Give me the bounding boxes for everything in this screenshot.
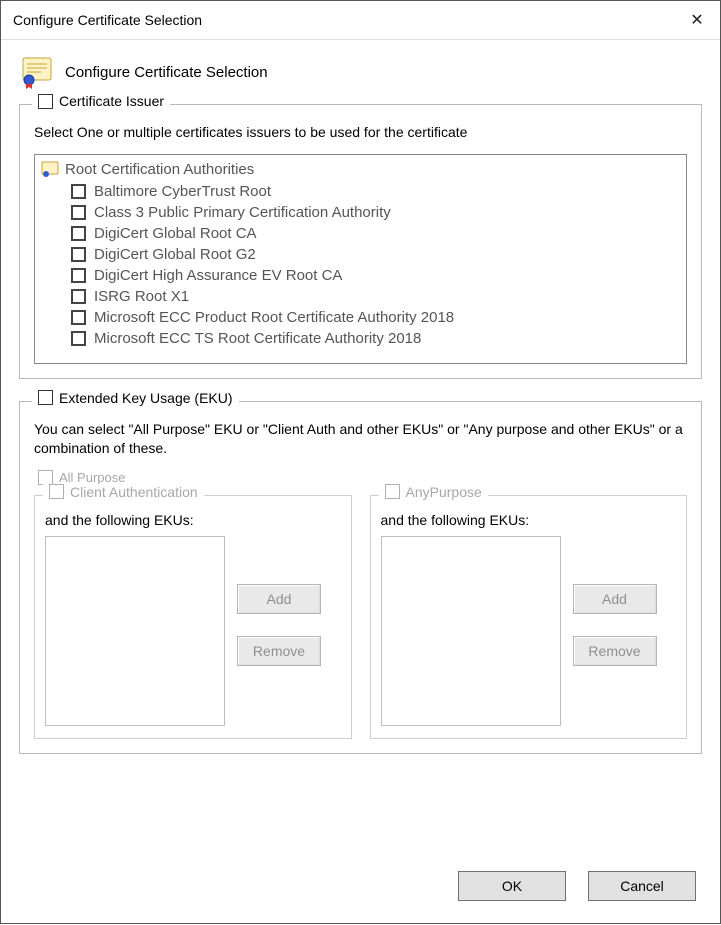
any-add-button[interactable]: Add [573,584,657,614]
root-ca-node[interactable]: Root Certification Authorities [41,159,684,181]
cert-item-checkbox[interactable] [71,205,86,220]
close-button[interactable]: ✕ [674,1,720,39]
client-auth-group: Client Authentication and the following … [34,495,352,739]
cert-item[interactable]: DigiCert Global Root G2 [41,244,684,265]
any-purpose-group: AnyPurpose and the following EKUs: Add R… [370,495,688,739]
all-purpose-row: All Purpose [38,470,687,485]
title-bar: Configure Certificate Selection ✕ [1,1,720,39]
any-remove-button[interactable]: Remove [573,636,657,666]
ok-label: OK [502,878,522,894]
cancel-button[interactable]: Cancel [588,871,696,901]
client-remove-button[interactable]: Remove [237,636,321,666]
any-remove-label: Remove [588,643,640,659]
certificate-icon [19,54,55,90]
eku-group: Extended Key Usage (EKU) You can select … [19,401,702,754]
cert-item-checkbox[interactable] [71,226,86,241]
cert-item-checkbox[interactable] [71,289,86,304]
client-add-button[interactable]: Add [237,584,321,614]
cert-item[interactable]: DigiCert Global Root CA [41,223,684,244]
dialog-footer: OK Cancel [458,871,696,901]
cert-item-label: Baltimore CyberTrust Root [94,183,271,200]
client-add-label: Add [267,591,292,607]
cert-item-checkbox[interactable] [71,247,86,262]
eku-checkbox[interactable] [38,390,53,405]
any-purpose-legend: AnyPurpose [406,484,482,500]
all-purpose-checkbox[interactable] [38,470,53,485]
any-following-label: and the following EKUs: [381,512,677,528]
cert-item[interactable]: Microsoft ECC TS Root Certificate Author… [41,328,684,349]
any-eku-listbox[interactable] [381,536,561,726]
cert-item-label: DigiCert Global Root G2 [94,246,256,263]
cert-item[interactable]: ISRG Root X1 [41,286,684,307]
cert-item[interactable]: Microsoft ECC Product Root Certificate A… [41,307,684,328]
client-auth-legend: Client Authentication [70,484,198,500]
cert-item-checkbox[interactable] [71,184,86,199]
certificate-issuer-legend: Certificate Issuer [59,93,164,109]
cert-item[interactable]: Baltimore CyberTrust Root [41,181,684,202]
cert-item-checkbox[interactable] [71,310,86,325]
cert-item-label: Microsoft ECC TS Root Certificate Author… [94,330,421,347]
cert-item-label: DigiCert Global Root CA [94,225,257,242]
eku-description: You can select "All Purpose" EKU or "Cli… [34,420,687,458]
client-following-label: and the following EKUs: [45,512,341,528]
dialog-title: Configure Certificate Selection [65,64,268,81]
cert-item-label: ISRG Root X1 [94,288,189,305]
cert-item[interactable]: DigiCert High Assurance EV Root CA [41,265,684,286]
cert-item-checkbox[interactable] [71,268,86,283]
root-ca-label: Root Certification Authorities [65,161,254,178]
certificate-issuer-list[interactable]: Root Certification Authorities Baltimore… [34,154,687,364]
cert-item[interactable]: Class 3 Public Primary Certification Aut… [41,202,684,223]
cert-item-label: DigiCert High Assurance EV Root CA [94,267,342,284]
all-purpose-label: All Purpose [59,470,125,485]
cert-item-checkbox[interactable] [71,331,86,346]
client-eku-listbox[interactable] [45,536,225,726]
any-purpose-checkbox[interactable] [385,484,400,499]
client-auth-checkbox[interactable] [49,484,64,499]
cert-item-label: Class 3 Public Primary Certification Aut… [94,204,391,221]
certificate-issuer-checkbox[interactable] [38,94,53,109]
certificate-issuer-group: Certificate Issuer Select One or multipl… [19,104,702,379]
certificate-icon [41,161,59,179]
client-remove-label: Remove [253,643,305,659]
cancel-label: Cancel [620,878,664,894]
any-add-label: Add [602,591,627,607]
cert-item-label: Microsoft ECC Product Root Certificate A… [94,309,454,326]
certificate-issuer-description: Select One or multiple certificates issu… [34,123,687,142]
dialog-header: Configure Certificate Selection [19,54,702,90]
eku-legend: Extended Key Usage (EKU) [59,390,233,406]
window-title: Configure Certificate Selection [13,12,202,28]
close-icon: ✕ [690,10,703,30]
ok-button[interactable]: OK [458,871,566,901]
